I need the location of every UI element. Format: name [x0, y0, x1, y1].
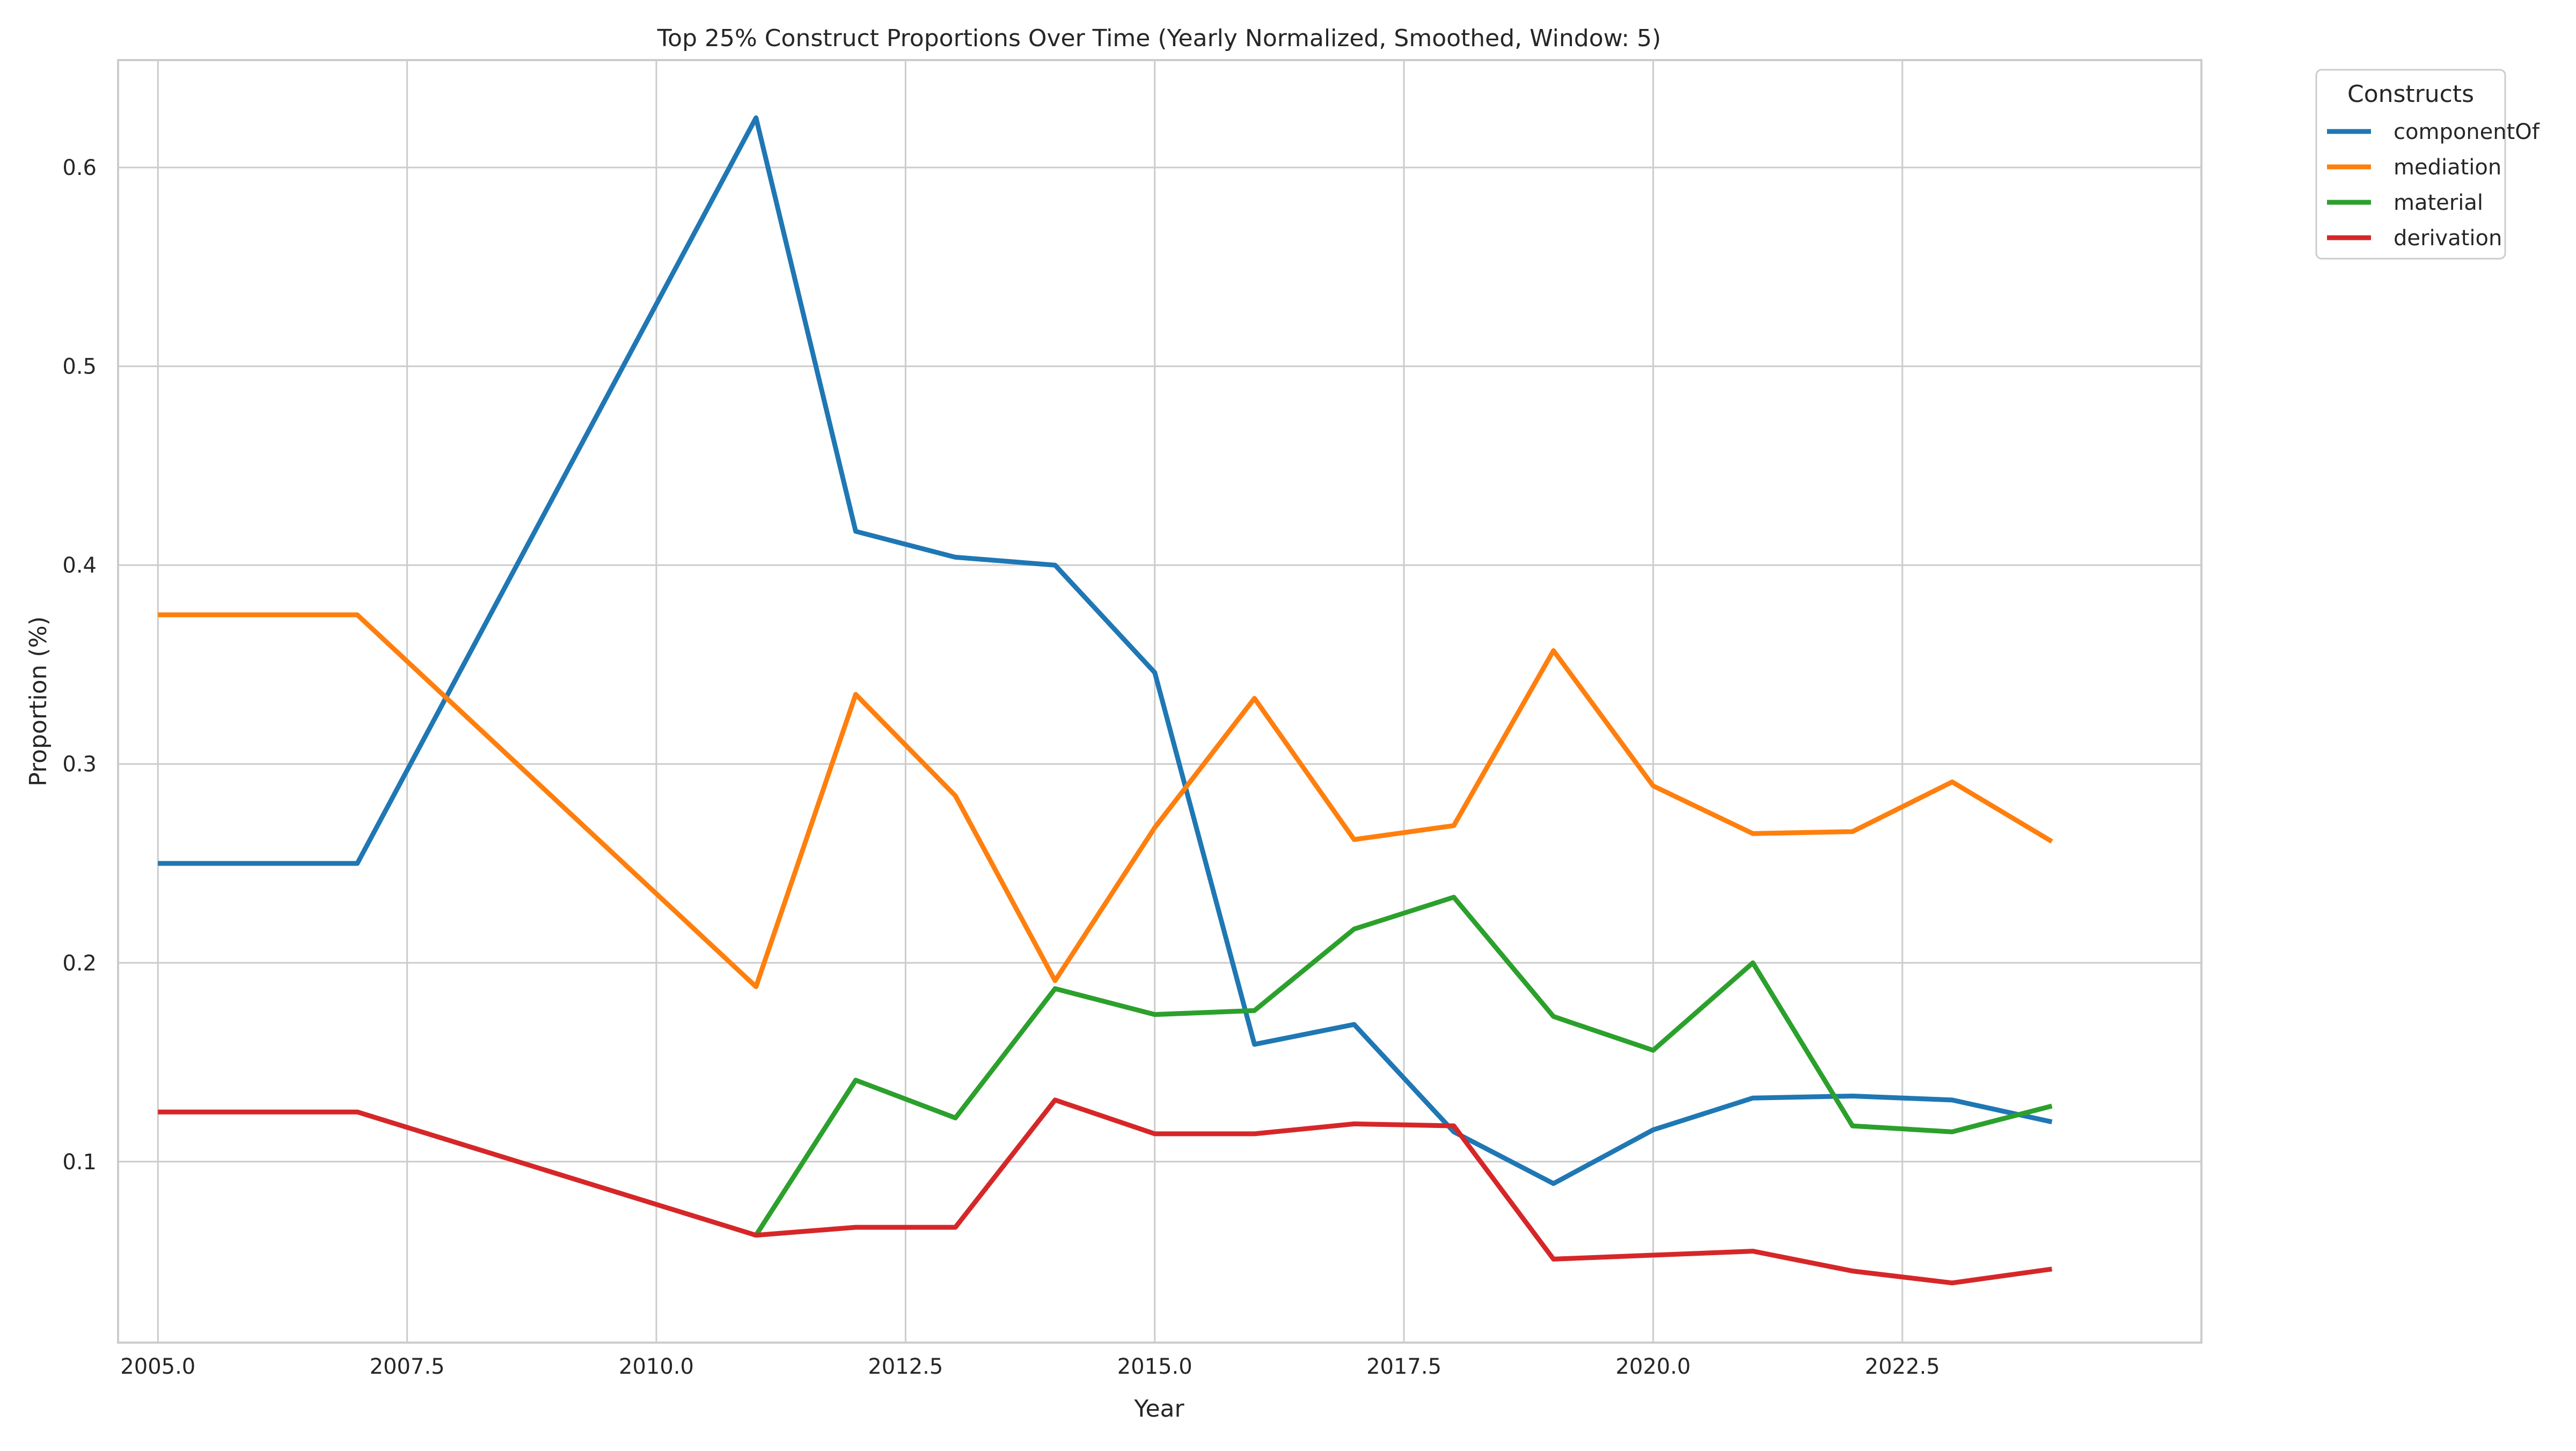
y-tick-label: 0.6 [62, 156, 97, 180]
series-line-mediation [158, 612, 2053, 990]
y-tick-label: 0.4 [62, 553, 97, 578]
y-tick-label: 0.1 [62, 1150, 97, 1175]
legend-title: Constructs [2347, 80, 2474, 108]
legend-items: componentOf mediation material derivation [2327, 120, 2540, 251]
x-tick-labels: 2005.0 2007.5 2010.0 2012.5 2015.0 2017.5 2020… [120, 1354, 1940, 1379]
series-lines [158, 115, 2053, 1286]
y-tick-labels: 0.1 0.2 0.3 0.4 0.5 0.6 [62, 156, 97, 1175]
series-line-material [753, 895, 2053, 1237]
legend-label-mediation: mediation [2394, 155, 2501, 180]
x-tick-label: 2022.5 [1865, 1354, 1940, 1379]
legend-label-material: material [2394, 190, 2483, 215]
series-line-derivation [158, 1097, 2053, 1286]
y-tick-label: 0.5 [62, 355, 97, 379]
legend-box [2315, 69, 2506, 260]
y-axis-label: Proportion (%) [25, 616, 52, 786]
plot-frame [117, 59, 2202, 1344]
y-tick-label: 0.3 [62, 752, 97, 777]
grid-lines [118, 60, 2201, 1343]
x-tick-label: 2015.0 [1117, 1354, 1192, 1379]
series-line-componentOf [158, 115, 2053, 1186]
chart-title: Top 25% Construct Proportions Over Time … [657, 25, 1661, 52]
legend: Constructs componentOf mediation material d… [2315, 69, 2540, 260]
legend-label-componentOf: componentOf [2394, 120, 2540, 144]
x-tick-label: 2005.0 [120, 1354, 195, 1379]
x-tick-label: 2010.0 [619, 1354, 694, 1379]
x-tick-label: 2007.5 [370, 1354, 445, 1379]
x-tick-label: 2017.5 [1366, 1354, 1441, 1379]
x-tick-label: 2012.5 [868, 1354, 943, 1379]
legend-label-derivation: derivation [2394, 226, 2502, 251]
y-tick-label: 0.2 [62, 951, 97, 976]
x-axis-label: Year [1133, 1395, 1184, 1423]
x-tick-label: 2020.0 [1615, 1354, 1690, 1379]
